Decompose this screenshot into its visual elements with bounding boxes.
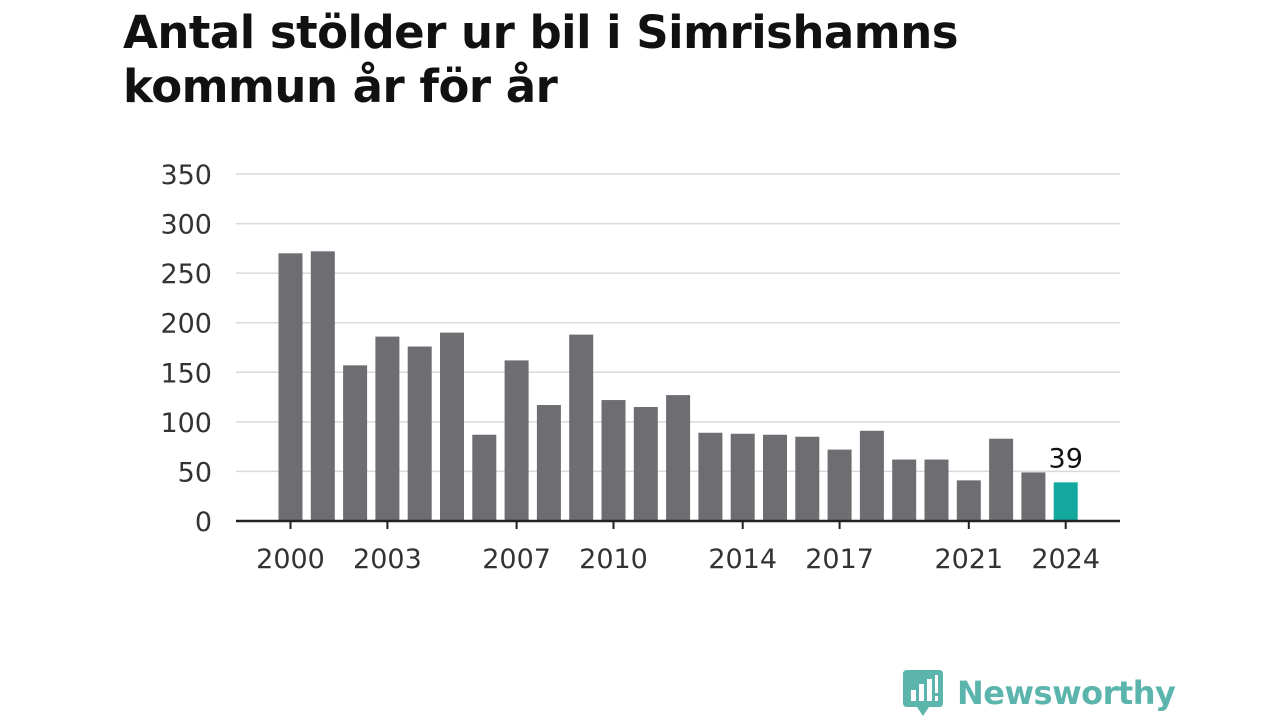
brand: Newsworthy	[903, 670, 1176, 716]
bar-2006	[472, 434, 497, 521]
y-tick-label-0: 0	[195, 507, 212, 538]
x-tick-label-2017: 2017	[805, 544, 874, 575]
bar-2017	[827, 449, 852, 521]
bar-2021	[956, 480, 981, 521]
x-tick-label-2010: 2010	[579, 544, 648, 575]
y-tick-label-50: 50	[178, 457, 212, 488]
x-tick-label-2000: 2000	[256, 544, 325, 575]
bar-2007	[504, 360, 529, 521]
bar-2013	[698, 432, 723, 521]
y-tick-label-350: 350	[160, 160, 212, 191]
bar-2002	[343, 365, 368, 521]
x-tick-label-2021: 2021	[934, 544, 1003, 575]
bar-2014	[730, 433, 755, 521]
bar-2015	[763, 434, 787, 521]
x-tick-label-2007: 2007	[482, 544, 551, 575]
chat-bubble-bar-chart-icon	[903, 670, 943, 716]
data-labels: 39	[1049, 443, 1083, 474]
bar-2019	[892, 459, 917, 521]
y-tick-label-200: 200	[160, 309, 212, 340]
x-tick-label-2014: 2014	[708, 544, 777, 575]
bar-2018	[859, 430, 884, 521]
bars	[278, 251, 1078, 522]
bar-2010	[601, 400, 626, 521]
y-axis-tick-labels: 0 50 100 150 200 250 300 350	[160, 160, 212, 538]
x-axis-tick-labels: 2000 2003 2007 2010 2014 2017 2021 2024	[256, 544, 1100, 575]
bar-2020	[924, 459, 949, 521]
bar-2005	[440, 332, 464, 521]
bar-2008	[536, 405, 561, 521]
bar-2024	[1053, 482, 1078, 521]
bar-2001	[310, 251, 335, 521]
bar-2004	[407, 346, 432, 521]
bar-2000	[278, 253, 303, 522]
bar-2023	[1021, 472, 1046, 521]
y-tick-label-250: 250	[160, 259, 212, 290]
y-tick-label-100: 100	[160, 408, 212, 439]
x-tick-label-2024: 2024	[1031, 544, 1100, 575]
data-label-2024: 39	[1049, 443, 1083, 474]
y-tick-label-300: 300	[160, 210, 212, 241]
brand-name: Newsworthy	[957, 674, 1176, 712]
x-axis-ticks	[289, 521, 1067, 529]
bar-2016	[795, 436, 820, 521]
bar-2003	[375, 336, 400, 521]
bar-2011	[633, 406, 658, 521]
bar-2022	[989, 438, 1014, 521]
x-tick-label-2003: 2003	[353, 544, 422, 575]
y-tick-label-150: 150	[160, 358, 212, 389]
bar-2009	[569, 334, 594, 521]
chart-title: Antal stölder ur bil i Simrishamns kommu…	[123, 6, 959, 113]
bar-2012	[666, 395, 691, 521]
